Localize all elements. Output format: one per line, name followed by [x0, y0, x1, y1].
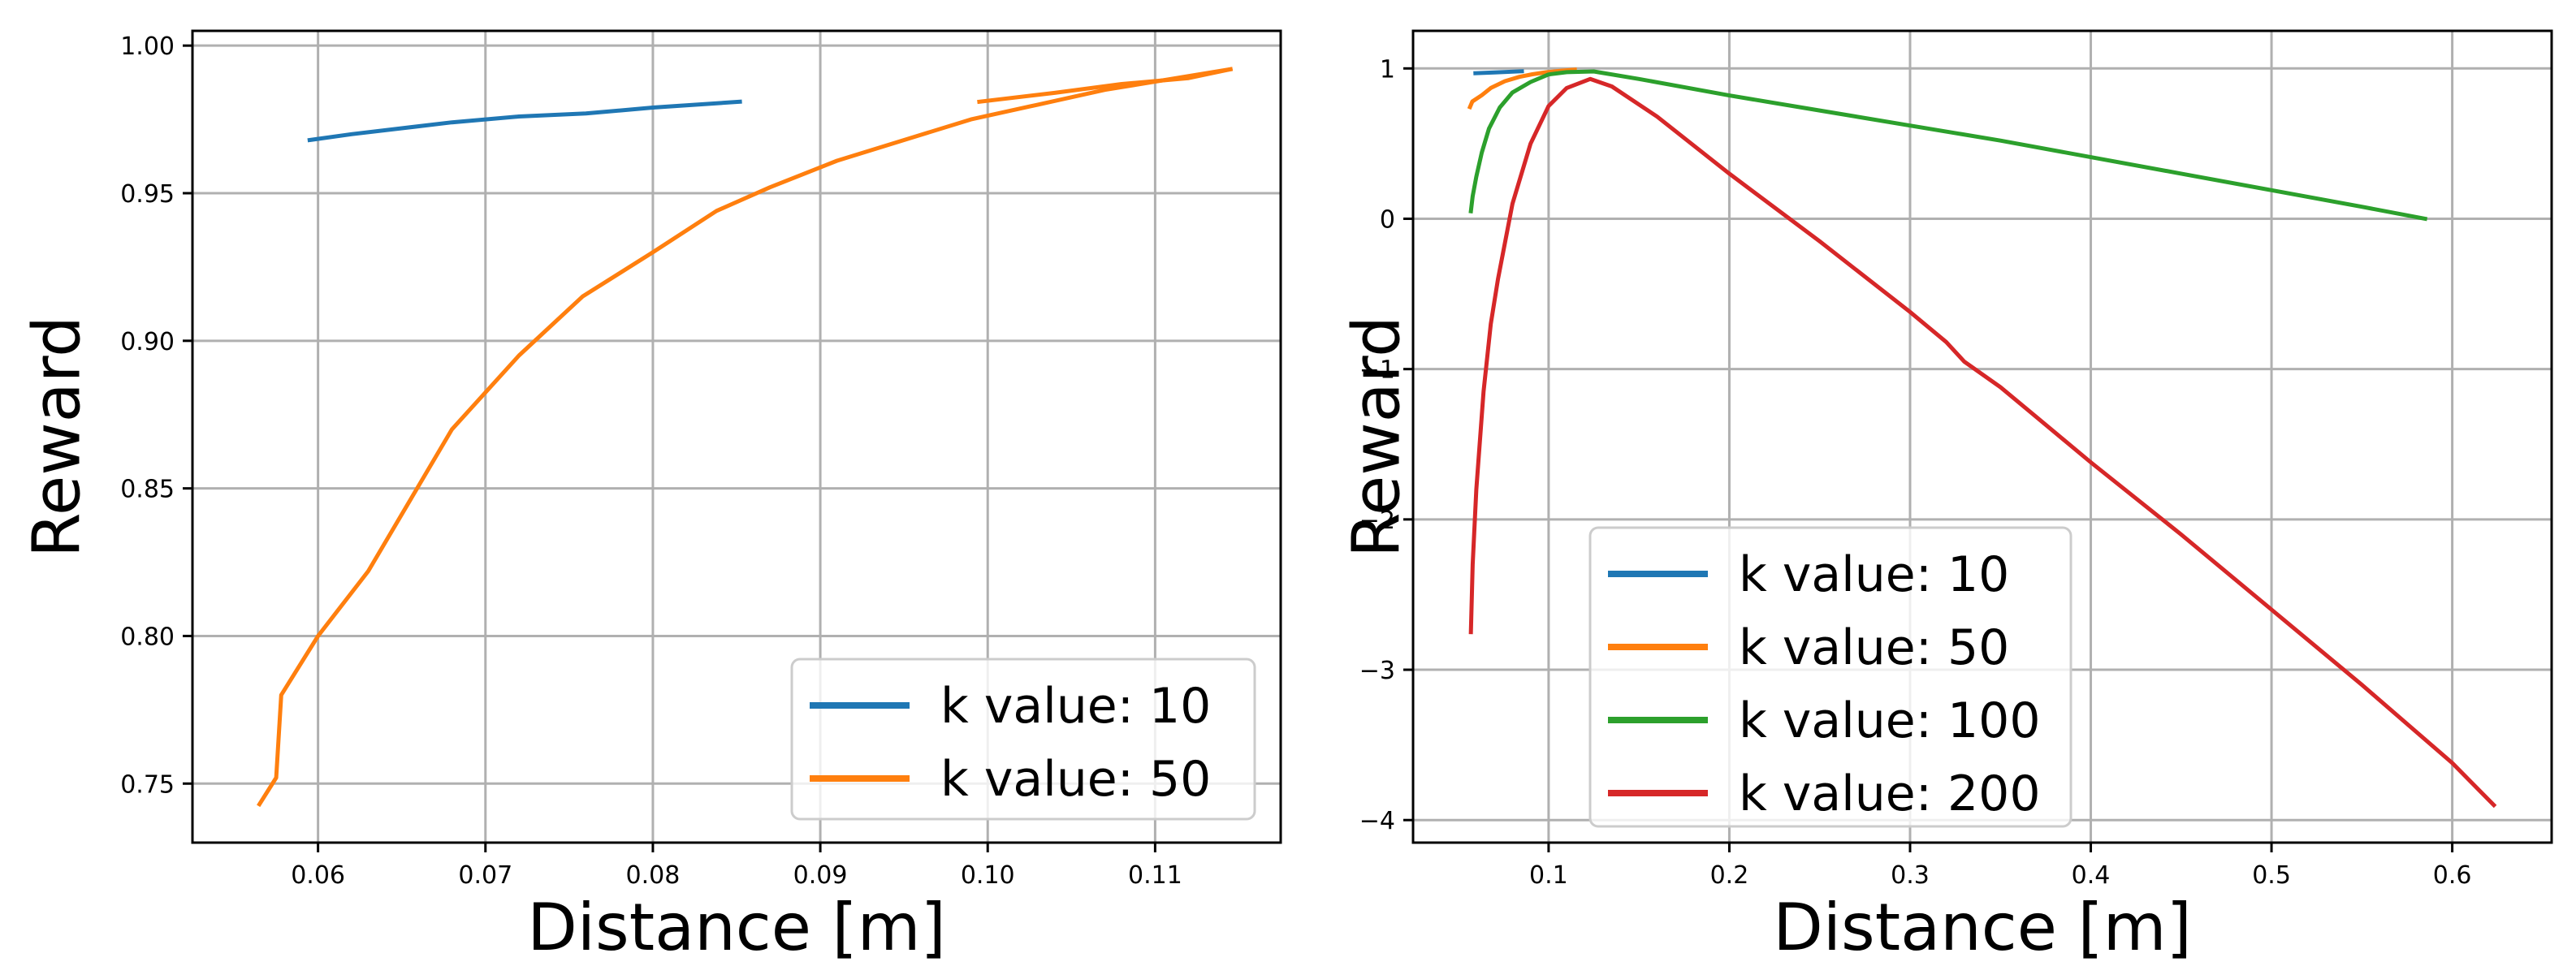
x-axis-label: Distance [m] [527, 890, 946, 965]
ticks: 0.1 0.2 0.3 0.4 0.5 0.6 −4 −3 −2 −1 0 1 [1359, 55, 2472, 890]
y-tick-label: 1.00 [120, 32, 175, 61]
plot-frame [191, 29, 1282, 844]
series-group [257, 67, 1234, 808]
x-tick-label: 0.11 [1128, 861, 1182, 890]
y-tick-label: −4 [1359, 807, 1395, 835]
legend-box [1588, 526, 2072, 828]
plot-frame [1411, 29, 2553, 844]
x-tick-label: 0.4 [2072, 861, 2111, 890]
x-tick-label: 0.07 [458, 861, 512, 890]
chart-right: 0.1 0.2 0.3 0.4 0.5 0.6 −4 −3 −2 −1 0 1 Distance [m]… [1339, 29, 2553, 965]
legend: k value: 10 k value: 50 k value: 100 k valu… [1588, 526, 2072, 828]
series-line-0 [1473, 69, 1524, 75]
y-tick-label: 0.85 [120, 476, 175, 504]
series-line-1 [257, 67, 1234, 808]
series-line-2 [977, 67, 1234, 105]
x-tick-label: 0.2 [1710, 861, 1749, 890]
legend-label: k value: 100 [1739, 692, 2041, 749]
y-tick-label: −2 [1359, 507, 1395, 535]
y-tick-label: 0.80 [120, 623, 175, 651]
legend-label: k value: 200 [1739, 766, 2041, 822]
x-tick-label: 0.3 [1891, 861, 1930, 890]
x-tick-label: 0.1 [1529, 861, 1568, 890]
y-tick-label: 0.95 [120, 180, 175, 209]
legend-label: k value: 50 [940, 751, 1211, 808]
y-axis-label: Reward [19, 316, 95, 558]
series-line-1 [1467, 67, 1577, 110]
y-tick-label: 0 [1380, 205, 1395, 234]
x-tick-label: 0.10 [961, 861, 1015, 890]
x-axis-label: Distance [m] [1773, 890, 2192, 965]
series-group [1467, 67, 2497, 809]
x-tick-label: 0.06 [291, 861, 345, 890]
series-line-2 [1468, 69, 2428, 222]
x-tick-label: 0.6 [2433, 861, 2472, 890]
y-axis-label: Reward [1339, 316, 1415, 558]
ticks: 0.06 0.07 0.08 0.09 0.10 0.11 0.75 0.80 0.85 0.90… [120, 32, 1182, 890]
legend-label: k value: 10 [1739, 546, 2009, 603]
x-tick-label: 0.08 [626, 861, 681, 890]
legend-label: k value: 50 [1739, 619, 2009, 676]
y-tick-label: −1 [1359, 356, 1395, 385]
legend: k value: 10 k value: 50 [790, 658, 1256, 821]
chart-left: 0.06 0.07 0.08 0.09 0.10 0.11 0.75 0.80 0.85 0.90… [19, 29, 1282, 965]
x-tick-label: 0.5 [2252, 861, 2291, 890]
y-tick-label: 0.75 [120, 770, 175, 799]
series-line-0 [307, 99, 742, 143]
grid [192, 31, 1281, 843]
x-tick-label: 0.09 [793, 861, 848, 890]
y-tick-label: −3 [1359, 657, 1395, 685]
y-tick-label: 0.90 [120, 328, 175, 356]
y-tick-label: 1 [1380, 55, 1395, 84]
legend-label: k value: 10 [940, 678, 1211, 735]
series-line-3 [1468, 76, 2497, 809]
